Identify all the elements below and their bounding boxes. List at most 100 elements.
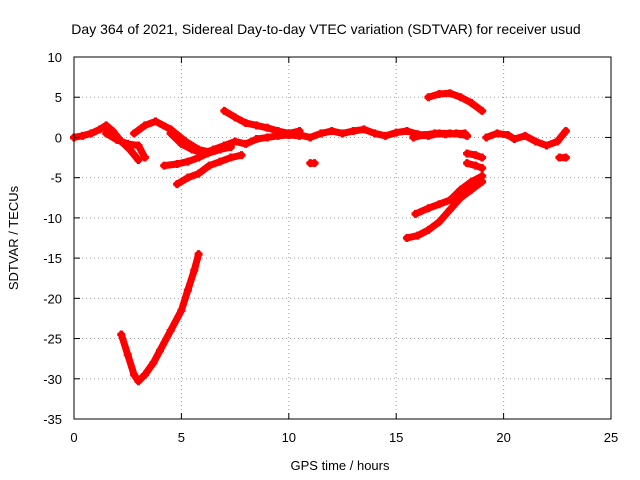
data-point <box>177 139 186 148</box>
data-point <box>327 127 336 136</box>
y-tick-label: -20 <box>43 291 62 306</box>
x-axis-label: GPS time / hours <box>291 458 390 473</box>
data-point <box>151 117 160 126</box>
y-tick-label: -15 <box>43 251 62 266</box>
data-point <box>203 149 212 158</box>
data-point <box>130 129 139 138</box>
data-point <box>471 151 480 160</box>
data-point <box>194 250 203 259</box>
data-point <box>226 143 235 152</box>
data-point <box>478 106 487 115</box>
data-point <box>226 153 235 162</box>
data-point <box>561 153 570 162</box>
data-point <box>381 131 390 140</box>
data-point <box>166 129 175 138</box>
data-point <box>430 129 439 138</box>
data-point <box>140 370 149 379</box>
data-point <box>503 131 512 140</box>
x-tick-label: 0 <box>70 430 77 445</box>
data-point <box>252 121 261 130</box>
x-axis-ticks: 0 5 10 15 20 25 <box>70 57 618 445</box>
data-point <box>478 164 487 173</box>
data-point <box>220 106 229 115</box>
data-point <box>317 129 326 138</box>
series-track-2 <box>102 129 149 162</box>
x-tick-label: 5 <box>178 430 185 445</box>
y-tick-label: -10 <box>43 211 62 226</box>
data-point <box>284 129 293 138</box>
data-point <box>188 145 197 154</box>
data-point <box>467 177 476 186</box>
data-point <box>205 161 214 170</box>
y-tick-label: -30 <box>43 372 62 387</box>
x-tick-label: 10 <box>282 430 296 445</box>
data-point <box>160 161 169 170</box>
data-point <box>102 121 111 130</box>
x-tick-label: 25 <box>604 430 618 445</box>
series-track-8 <box>173 151 246 189</box>
data-point <box>482 133 491 142</box>
data-point <box>435 200 444 209</box>
y-tick-label: -5 <box>50 171 62 186</box>
data-point <box>237 151 246 160</box>
data-point <box>140 153 149 162</box>
data-point <box>241 118 250 127</box>
data-point <box>445 196 454 205</box>
data-point <box>441 130 450 139</box>
series-track-12 <box>424 89 487 115</box>
data-point <box>194 153 203 162</box>
data-point <box>123 350 132 359</box>
data-point <box>424 93 433 102</box>
y-tick-label: -25 <box>43 332 62 347</box>
data-point <box>478 153 487 162</box>
y-axis-ticks: 10 5 0 -5 -10 -15 -20 -25 -30 -35 <box>43 50 611 427</box>
data-point <box>295 131 304 140</box>
data-point <box>370 129 379 138</box>
data-point <box>402 127 411 136</box>
series-line <box>117 250 203 385</box>
data-point <box>263 133 272 142</box>
data-series <box>70 89 570 386</box>
data-point <box>134 155 143 164</box>
data-point <box>216 157 225 166</box>
data-point <box>338 129 347 138</box>
data-point <box>252 135 261 144</box>
data-point <box>402 234 411 242</box>
data-point <box>460 129 469 138</box>
data-point <box>542 141 551 150</box>
data-point <box>445 89 454 98</box>
data-point <box>452 129 461 138</box>
series-track-6 <box>117 250 203 386</box>
data-point <box>392 128 401 137</box>
data-point <box>231 113 240 122</box>
data-point <box>463 149 472 158</box>
data-point <box>456 93 465 102</box>
data-point <box>166 326 175 335</box>
series-track-17 <box>482 127 570 150</box>
data-point <box>112 135 121 144</box>
data-point <box>420 131 429 140</box>
data-point <box>456 193 465 202</box>
data-point <box>359 125 368 134</box>
series-track-13 <box>402 177 487 242</box>
data-point <box>173 159 182 168</box>
data-point <box>456 185 465 194</box>
data-point <box>117 330 126 339</box>
series-track-18 <box>555 153 570 162</box>
data-point <box>463 159 472 168</box>
plot-frame <box>73 56 612 420</box>
data-point <box>155 346 164 355</box>
data-point <box>177 306 186 315</box>
data-point <box>424 204 433 213</box>
data-point <box>190 266 199 275</box>
data-point <box>134 377 143 386</box>
y-tick-label: 5 <box>55 90 62 105</box>
data-point <box>467 98 476 107</box>
data-point <box>435 217 444 226</box>
y-tick-label: -35 <box>43 412 62 427</box>
data-point <box>306 133 315 142</box>
chart-title: Day 364 of 2021, Sidereal Day-to-day VTE… <box>71 21 580 37</box>
data-point <box>102 129 111 138</box>
series-track-16 <box>463 159 487 173</box>
